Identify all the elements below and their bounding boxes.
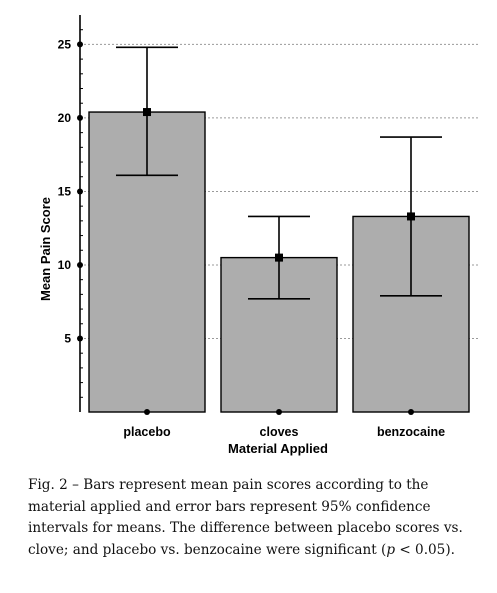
y-tick-mark	[77, 114, 83, 121]
y-ticks: 5 10 15 20 25	[58, 29, 83, 398]
caption-p-symbol: p	[386, 541, 396, 558]
y-tick-label: 20	[58, 111, 72, 125]
x-tick-label: placebo	[123, 425, 171, 439]
y-axis-title: Mean Pain Score	[38, 197, 53, 301]
mean-marker	[275, 253, 283, 262]
x-tick-mark	[408, 409, 414, 415]
figure-caption: Fig. 2 – Bars represent mean pain scores…	[28, 475, 490, 561]
chart: 5 10 15 20 25 placebo cloves benzocaine Materi…	[38, 15, 478, 456]
error-bars	[116, 46, 442, 300]
caption-text: Fig. 2 – Bars represent mean pain scores…	[28, 477, 463, 558]
x-axis-title: Material Applied	[228, 441, 328, 456]
y-tick-mark	[77, 335, 83, 342]
x-tick-label: cloves	[260, 425, 299, 439]
mean-marker	[407, 212, 415, 221]
y-tick-label: 5	[64, 331, 71, 345]
x-tick-mark	[144, 409, 150, 415]
caption-text-end: < 0.05).	[395, 541, 455, 558]
x-tick-mark	[276, 409, 282, 415]
y-tick-mark	[77, 261, 83, 268]
y-tick-label: 25	[58, 37, 72, 51]
y-tick-mark	[77, 188, 83, 195]
x-tick-label: benzocaine	[377, 425, 445, 439]
mean-marker	[143, 108, 151, 117]
y-tick-label: 10	[58, 258, 72, 272]
y-tick-label: 15	[58, 184, 72, 198]
y-tick-mark	[77, 41, 83, 48]
x-tick-labels: placebo cloves benzocaine	[123, 425, 445, 439]
